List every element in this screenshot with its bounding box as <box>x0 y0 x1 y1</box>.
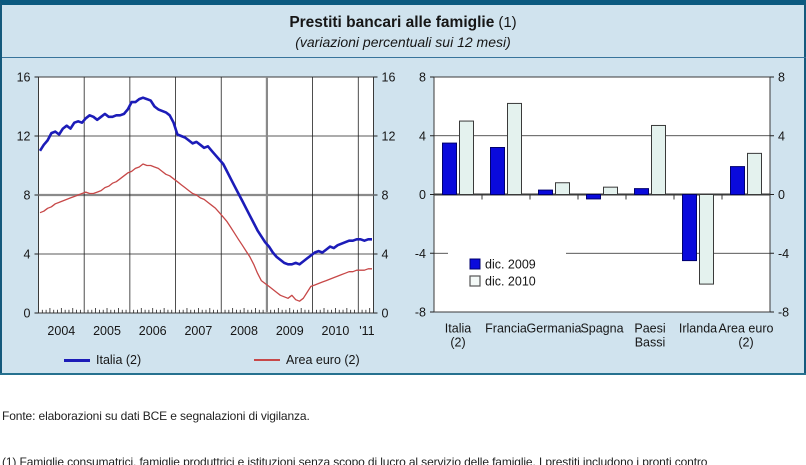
bar-dic-2010 <box>459 120 474 195</box>
axis-label: 2008 <box>230 324 258 338</box>
chart-panel: Prestiti bancari alle famiglie (1) (varia… <box>0 0 806 373</box>
footnote-line: (1) Famiglie consumatrici, famiglie prod… <box>2 455 708 465</box>
axis-label: 4 <box>24 248 31 262</box>
bar-dic-2009 <box>730 166 745 195</box>
bar-dic-2009 <box>490 147 505 195</box>
axis-label: 8 <box>382 189 389 203</box>
bar-dic-2010 <box>603 186 618 195</box>
axis-label: 2010 <box>322 324 350 338</box>
header: Prestiti bancari alle famiglie (1) (varia… <box>2 13 804 52</box>
axis-label: Paesi <box>634 322 665 336</box>
axis-label: -4 <box>415 247 426 261</box>
bar-dic-2010 <box>555 182 570 195</box>
axis-label: 2004 <box>47 324 75 338</box>
subtitle: (variazioni percentuali sui 12 mesi) <box>295 34 511 50</box>
title-footnote-ref: (1) <box>498 14 517 31</box>
header-rule <box>2 57 806 58</box>
axis-label: (2) <box>450 336 465 350</box>
line-chart-legend: Italia (2) Area euro (2) <box>2 353 402 373</box>
axis-label: Francia <box>485 322 527 336</box>
bar-legend-bg <box>448 251 566 295</box>
axis-label: Italia <box>445 322 471 336</box>
axis-label: 4 <box>778 129 785 143</box>
legend-swatch-2010 <box>469 275 481 287</box>
axis-label: Area euro <box>719 322 774 336</box>
bar-dic-2009 <box>634 188 649 195</box>
axis-label: 2007 <box>184 324 212 338</box>
bar-dic-2009 <box>538 189 553 195</box>
bar-dic-2009 <box>682 194 697 262</box>
axis-label: dic. 2009 <box>485 258 536 272</box>
bar-dic-2010 <box>747 152 762 195</box>
footnotes: Fonte: elaborazioni su dati BCE e segnal… <box>2 378 804 465</box>
axis-label: 2005 <box>93 324 121 338</box>
bar-dic-2009 <box>442 142 457 195</box>
footer-divider <box>0 373 806 375</box>
line-chart: 0 0 4 4 8 8 12 12 16 16 2004 2005 2006 2007 2008 2009 20… <box>17 71 396 339</box>
axis-label: 0 <box>382 307 389 321</box>
bar-dic-2010 <box>699 194 714 285</box>
axis-label: dic. 2010 <box>485 275 536 289</box>
bar-chart-plot-area <box>433 76 771 313</box>
axis-label: -8 <box>415 306 426 320</box>
axis-label: -4 <box>778 247 789 261</box>
axis-label: 16 <box>17 71 31 85</box>
axis-label: 16 <box>382 71 396 85</box>
axis-label: '11 <box>359 324 374 338</box>
legend-label-area-euro: Area euro (2) <box>286 353 360 367</box>
axis-label: Bassi <box>635 336 666 350</box>
axis-label: 2006 <box>139 324 167 338</box>
legend-item-italia: Italia (2) <box>64 353 141 367</box>
axis-label: Irlanda <box>679 322 717 336</box>
axis-label: 8 <box>778 71 785 85</box>
axis-label: 8 <box>24 189 31 203</box>
italia-series-line <box>38 96 372 266</box>
charts-canvas: 0 0 4 4 8 8 12 12 16 16 2004 2005 2006 2007 2008 2009 20… <box>17 71 790 350</box>
axis-label: 4 <box>419 129 426 143</box>
axis-label: (2) <box>738 336 753 350</box>
axis-label: 12 <box>382 130 396 144</box>
axis-label: Germania <box>527 322 582 336</box>
bar-dic-2009 <box>586 194 601 200</box>
line-chart-plot-area <box>38 76 374 314</box>
axis-label: 0 <box>419 188 426 202</box>
axis-label: -8 <box>778 306 789 320</box>
axis-label: 0 <box>778 188 785 202</box>
page-title: Prestiti bancari alle famiglie (1) <box>2 13 804 33</box>
axis-label: 0 <box>24 307 31 321</box>
area-euro-line-swatch <box>254 359 280 361</box>
axis-label: 4 <box>382 248 389 262</box>
legend-item-area-euro: Area euro (2) <box>254 353 360 367</box>
bar-dic-2010 <box>507 102 522 195</box>
axis-label: 12 <box>17 130 31 144</box>
source-line: Fonte: elaborazioni su dati BCE e segnal… <box>2 408 310 423</box>
legend-label-italia: Italia (2) <box>96 353 142 367</box>
axis-label: 2009 <box>276 324 304 338</box>
axis-label: Spagna <box>580 322 623 336</box>
area-euro-series-line <box>39 163 372 302</box>
axis-label: 8 <box>419 71 426 85</box>
title-text: Prestiti bancari alle famiglie <box>289 14 495 31</box>
bar-dic-2010 <box>651 124 666 195</box>
legend-swatch-2009 <box>469 258 481 270</box>
italia-line-swatch <box>64 358 90 362</box>
